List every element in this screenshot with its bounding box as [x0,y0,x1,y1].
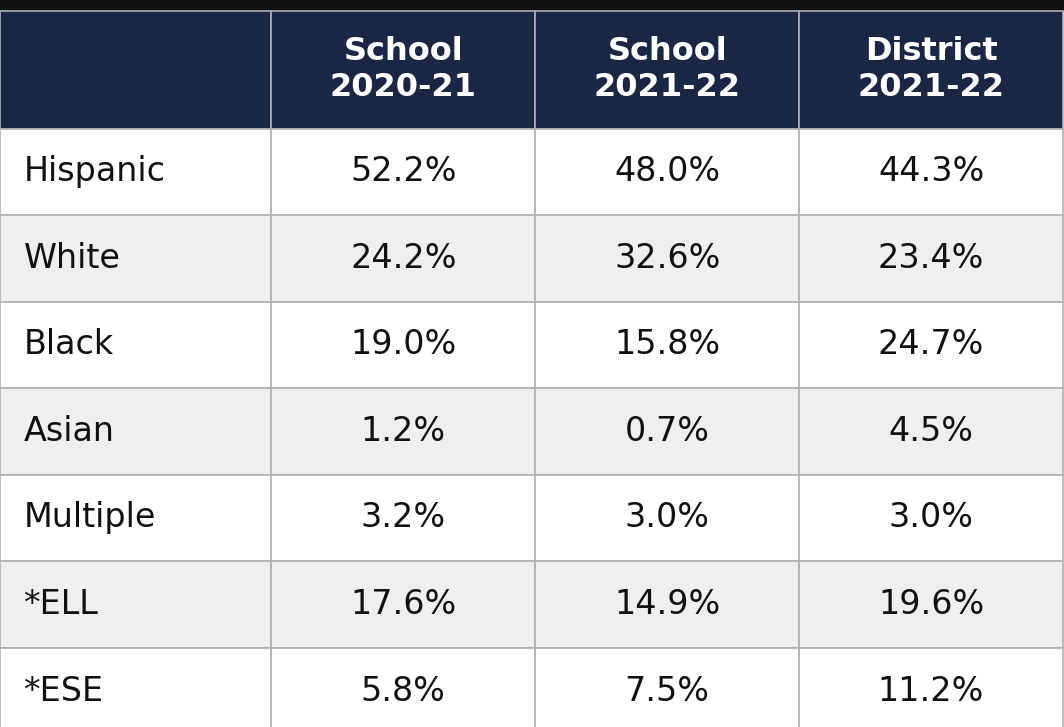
Bar [271,475,535,561]
Text: 7.5%: 7.5% [625,675,710,707]
Bar [271,129,535,215]
Text: 24.2%: 24.2% [350,242,456,275]
Text: 4.5%: 4.5% [888,415,974,448]
Text: 17.6%: 17.6% [350,588,456,621]
Bar [799,388,1063,475]
Text: 2020-21: 2020-21 [330,73,477,103]
Text: 32.6%: 32.6% [614,242,720,275]
Text: 19.0%: 19.0% [350,329,456,361]
Text: District: District [865,36,997,67]
Bar [799,648,1063,727]
Text: 15.8%: 15.8% [614,329,720,361]
Text: *ELL: *ELL [23,588,98,621]
Bar [271,302,535,388]
Bar [535,388,799,475]
Bar [799,302,1063,388]
Bar [535,648,799,727]
Text: School: School [608,36,727,67]
Text: 5.8%: 5.8% [361,675,446,707]
Text: Multiple: Multiple [23,502,155,534]
Text: *ESE: *ESE [23,675,103,707]
Text: Asian: Asian [23,415,115,448]
Bar [799,475,1063,561]
Text: 14.9%: 14.9% [614,588,720,621]
Text: Black: Black [23,329,114,361]
Text: 23.4%: 23.4% [878,242,984,275]
Text: 24.7%: 24.7% [878,329,984,361]
Bar [799,215,1063,302]
Bar [535,215,799,302]
Bar [0,0,1064,11]
Bar [799,11,1063,129]
Text: Hispanic: Hispanic [23,156,165,188]
Bar [0,215,271,302]
Bar [535,302,799,388]
Bar [0,11,271,129]
Bar [535,475,799,561]
Bar [535,561,799,648]
Bar [0,648,271,727]
Text: 11.2%: 11.2% [878,675,984,707]
Bar [271,11,535,129]
Bar [271,561,535,648]
Text: 3.0%: 3.0% [888,502,974,534]
Bar [0,388,271,475]
Text: School: School [344,36,463,67]
Text: 48.0%: 48.0% [614,156,720,188]
Text: 19.6%: 19.6% [878,588,984,621]
Bar [535,129,799,215]
Text: White: White [23,242,120,275]
Text: 44.3%: 44.3% [878,156,984,188]
Bar [0,302,271,388]
Text: 0.7%: 0.7% [625,415,710,448]
Text: 2021-22: 2021-22 [858,73,1004,103]
Bar [271,648,535,727]
Bar [271,215,535,302]
Text: 3.2%: 3.2% [361,502,446,534]
Text: 52.2%: 52.2% [350,156,456,188]
Text: 2021-22: 2021-22 [594,73,741,103]
Bar [0,129,271,215]
Bar [0,561,271,648]
Text: 3.0%: 3.0% [625,502,710,534]
Bar [799,129,1063,215]
Text: 1.2%: 1.2% [361,415,446,448]
Bar [271,388,535,475]
Bar [0,475,271,561]
Bar [535,11,799,129]
Bar [799,561,1063,648]
